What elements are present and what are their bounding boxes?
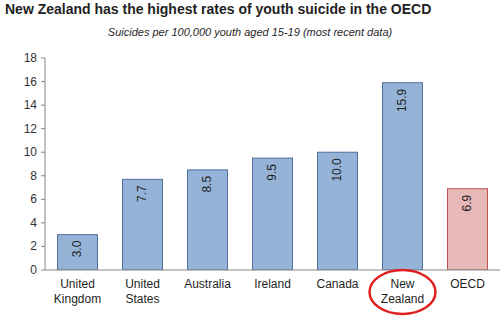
category-label: NewZealand: [381, 277, 424, 306]
highlight-circle: [370, 270, 436, 314]
tick-mark: [41, 152, 45, 153]
tick-label: 16: [24, 75, 38, 89]
tick-mark: [41, 270, 45, 271]
x-axis: [45, 270, 500, 271]
category-label: UnitedKingdom: [54, 277, 101, 306]
chart-container: New Zealand has the highest rates of you…: [0, 0, 500, 333]
tick-label: 10: [24, 145, 38, 159]
data-label: 9.5: [266, 164, 280, 181]
tick-label: 0: [30, 263, 37, 277]
bars: [58, 83, 488, 270]
subtitle: Suicides per 100,000 youth aged 15-19 (m…: [108, 26, 393, 38]
bar: [58, 235, 98, 270]
tick-mark: [41, 222, 45, 223]
y-axis: [45, 58, 46, 270]
tick-label: 18: [24, 51, 38, 65]
tick-mark: [41, 175, 45, 176]
tick-mark: [41, 58, 45, 59]
tick-mark: [41, 199, 45, 200]
tick-mark: [41, 128, 45, 129]
category-label: UnitedStates: [125, 277, 160, 306]
tick-label: 6: [30, 192, 37, 206]
chart: New Zealand has the highest rates of you…: [0, 0, 500, 333]
category-label: Australia: [184, 277, 231, 291]
bar: [188, 170, 228, 270]
bar: [318, 152, 358, 270]
tick-label: 14: [24, 98, 38, 112]
category-label: Ireland: [254, 277, 291, 291]
tick-label: 2: [30, 239, 37, 253]
tick-mark: [41, 81, 45, 82]
title: New Zealand has the highest rates of you…: [5, 1, 431, 17]
data-label: 6.9: [461, 194, 475, 211]
tick-label: 12: [24, 122, 38, 136]
data-label: 8.5: [201, 176, 215, 193]
bar: [253, 158, 293, 270]
category-label: Canada: [316, 277, 358, 291]
category-label: OECD: [450, 277, 485, 291]
tick-label: 4: [30, 216, 37, 230]
tick-mark: [41, 105, 45, 106]
data-label: 7.7: [136, 185, 150, 202]
bar: [123, 179, 163, 270]
data-label: 15.9: [396, 88, 410, 112]
bar: [383, 83, 423, 270]
tick-mark: [41, 246, 45, 247]
bar: [448, 189, 488, 270]
tick-label: 8: [30, 169, 37, 183]
data-label: 3.0: [71, 240, 85, 257]
data-label: 10.0: [331, 158, 345, 182]
